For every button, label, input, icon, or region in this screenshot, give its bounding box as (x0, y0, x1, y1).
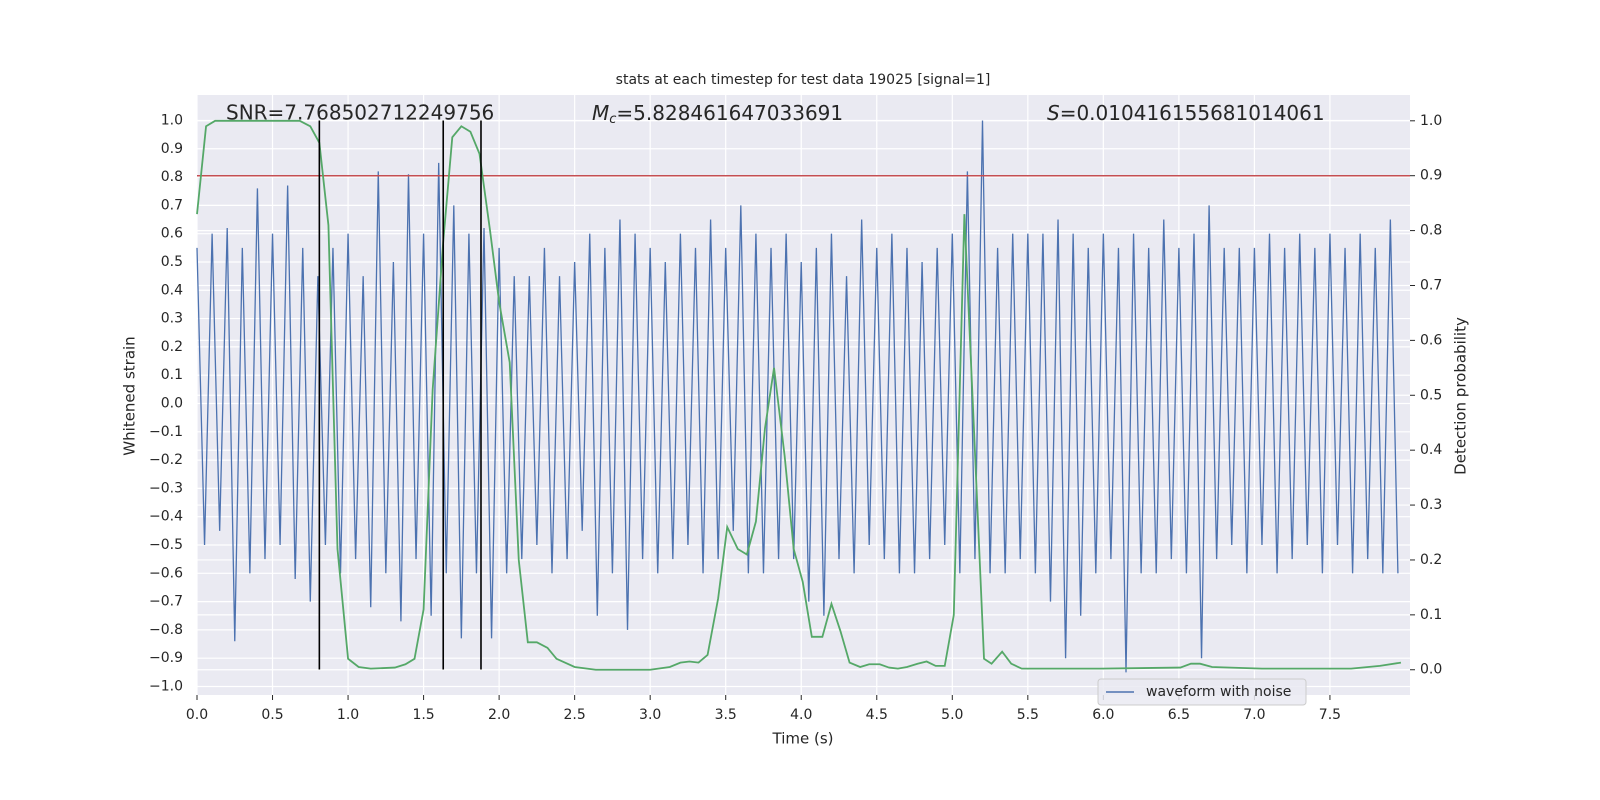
x-tick-label: 6.0 (1092, 707, 1114, 723)
y-tick-label: 0.3 (161, 311, 183, 327)
legend-box (1097, 678, 1307, 706)
y2-tick-label: 1.0 (1420, 113, 1442, 129)
waveform-line (196, 120, 1399, 673)
annotation-text: =0.010416155681014061 (1060, 101, 1325, 125)
y-tick-label: −0.1 (149, 424, 183, 440)
y-tick-label: 0.4 (161, 282, 183, 298)
x-tick-label: 1.0 (337, 707, 359, 723)
x-tick-label: 7.0 (1243, 707, 1265, 723)
y-tick-label: −0.4 (149, 509, 183, 525)
y-tick-label: 0.0 (161, 395, 183, 411)
y-axis-label: Whitened strain (121, 336, 139, 455)
x-tick-label: 2.0 (488, 707, 510, 723)
legend: waveform with noise (1097, 678, 1307, 706)
x-tick-label: 2.5 (564, 707, 586, 723)
y-tick-label: 0.7 (161, 197, 183, 213)
x-tick-label: 6.5 (1168, 707, 1190, 723)
x-tick-label: 5.5 (1017, 707, 1039, 723)
y-tick-label: 0.9 (161, 141, 183, 157)
x-tick-label: 4.0 (790, 707, 812, 723)
y2-tick-label: 0.2 (1420, 552, 1442, 568)
y2-axis-label: Detection probability (1452, 317, 1470, 475)
legend-label: waveform with noise (1146, 684, 1291, 700)
y2-tick-label: 0.0 (1420, 662, 1442, 678)
x-tick-label: 3.5 (715, 707, 737, 723)
x-tick-label: 4.5 (866, 707, 888, 723)
annotation: S=0.010416155681014061 (1047, 101, 1325, 125)
y-tick-label: 0.1 (161, 367, 183, 383)
x-tick-label: 5.0 (941, 707, 963, 723)
y-tick-label: −0.9 (149, 650, 183, 666)
y-tick-label: −0.6 (149, 565, 183, 581)
x-tick-label: 1.5 (412, 707, 434, 723)
y2-tick-label: 0.1 (1420, 607, 1442, 623)
y-tick-label: 1.0 (161, 112, 183, 128)
annotation-subscript: c (609, 112, 616, 127)
y2-tick-label: 0.8 (1420, 223, 1442, 239)
y-tick-label: −0.7 (149, 594, 183, 610)
annotation-text: =5.828461647033691 (616, 101, 843, 125)
y-tick-label: −0.3 (149, 480, 183, 496)
probability-line (196, 119, 1402, 671)
y-tick-label: 0.2 (161, 339, 183, 355)
x-axis-label: Time (s) (772, 730, 834, 748)
y-tick-label: 0.5 (161, 254, 183, 270)
annotation: SNR=7.768502712249756 (226, 101, 494, 125)
annotation: Mc=5.828461647033691 (592, 101, 843, 127)
y-tick-label: −0.5 (149, 537, 183, 553)
y2-tick-label: 0.3 (1420, 497, 1442, 513)
y-tick-label: −0.2 (149, 452, 183, 468)
y-tick-label: 0.6 (161, 226, 183, 242)
x-tick-label: 0.5 (261, 707, 283, 723)
x-tick-label: 3.0 (639, 707, 661, 723)
y2-tick-label: 0.6 (1420, 332, 1442, 348)
y-tick-label: −1.0 (149, 679, 183, 695)
x-tick-label: 0.0 (186, 707, 208, 723)
x-tick-label: 7.5 (1319, 707, 1341, 723)
y2-tick-label: 0.5 (1420, 387, 1442, 403)
annotation-symbol: S (1047, 101, 1060, 125)
y-tick-label: 0.8 (161, 169, 183, 185)
y2-tick-label: 0.9 (1420, 168, 1442, 184)
y-tick-label: −0.8 (149, 622, 183, 638)
chart-title: stats at each timestep for test data 190… (616, 72, 991, 88)
y2-tick-label: 0.7 (1420, 277, 1442, 293)
annotation-symbol: M (592, 101, 609, 125)
y2-tick-label: 0.4 (1420, 442, 1442, 458)
